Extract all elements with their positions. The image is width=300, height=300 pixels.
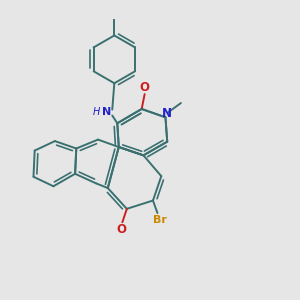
Text: N: N [162,107,172,120]
Text: O: O [116,223,127,236]
Text: O: O [140,81,150,94]
Text: N: N [102,107,112,117]
Text: Br: Br [153,215,166,225]
Text: H: H [93,107,100,117]
